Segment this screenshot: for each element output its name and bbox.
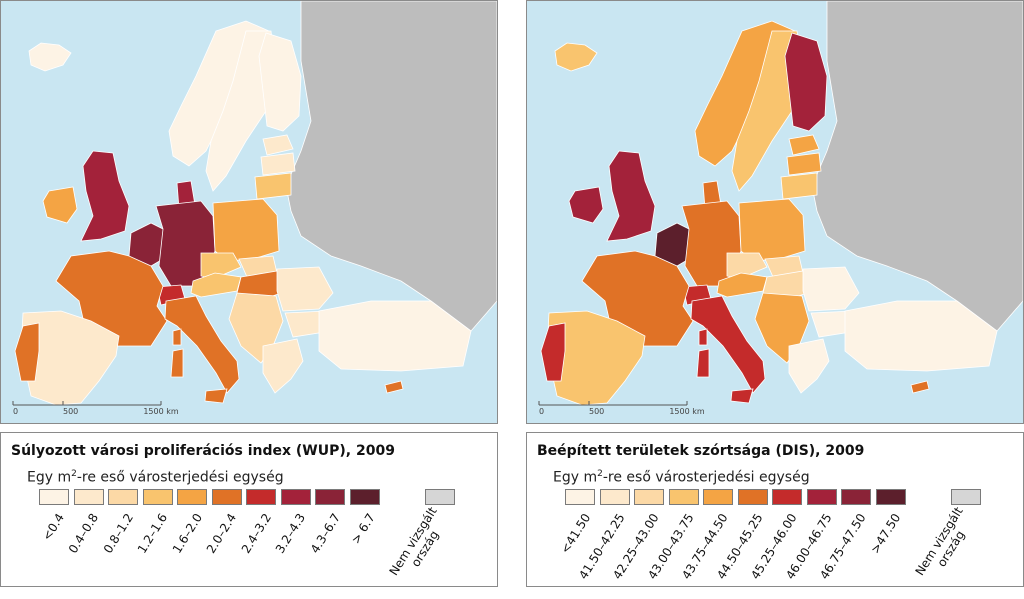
legend-class-label: > 6.7 <box>348 511 378 547</box>
legend-class-label: 2.0–2.4 <box>204 511 240 556</box>
legend-swatch <box>806 489 837 505</box>
region-cyprus <box>384 380 404 394</box>
region-poland <box>738 198 806 262</box>
scale-bar: 0 500 1500 km <box>538 401 705 416</box>
legend-subtitle: Egy m2-re eső városterjedési egység <box>553 469 810 486</box>
region-sicily <box>204 388 228 404</box>
legend-class-label: <41.50 <box>557 511 593 557</box>
region-uk <box>80 150 130 242</box>
scale-label: 0 <box>13 407 18 416</box>
scale-label: 500 <box>63 407 78 416</box>
region-russia <box>285 1 497 332</box>
region-greece <box>788 338 830 394</box>
map-wup-svg: 0 500 1500 km <box>1 1 497 423</box>
legend-class-label: <0.4 <box>39 511 67 544</box>
legend-class-label: >47.50 <box>867 511 904 557</box>
region-france <box>55 250 168 347</box>
legend-wup: Súlyozott városi proliferációs index (WU… <box>0 432 498 587</box>
legend-class-label: 4.3–6.7 <box>307 511 343 556</box>
legend-swatch <box>108 489 138 505</box>
legend-class-label: 3.2–4.3 <box>273 511 309 556</box>
legend-swatch <box>703 489 733 505</box>
region-latvia <box>260 152 296 176</box>
legend-swatch <box>177 489 207 505</box>
scale-label: 500 <box>589 407 604 416</box>
scale-label: 1500 km <box>669 407 705 416</box>
legend-title: Súlyozott városi proliferációs index (WU… <box>11 443 395 459</box>
region-uk <box>606 150 656 242</box>
legend-swatch <box>73 489 104 505</box>
scale-label: 0 <box>539 407 544 416</box>
legend-swatch <box>875 489 906 505</box>
region-romania <box>802 266 860 312</box>
region-turkey <box>318 300 472 372</box>
region-czech <box>200 252 242 280</box>
legend-swatch <box>349 489 380 505</box>
region-portugal <box>540 322 566 382</box>
legend-swatch <box>39 489 69 505</box>
legend-swatch <box>280 489 311 505</box>
legend-swatch <box>565 489 595 505</box>
legend-class-label: 2.4–3.2 <box>238 511 274 556</box>
map-wup: 0 500 1500 km <box>0 0 498 424</box>
legend-swatch-not-examined <box>425 489 455 505</box>
region-latvia <box>786 152 822 176</box>
legend-title: Beépített területek szórtsága (DIS), 200… <box>537 443 865 459</box>
region-ireland <box>568 186 604 224</box>
legend-swatch <box>668 489 699 505</box>
legend-class-label: 1.6–2.0 <box>169 511 205 556</box>
region-czech <box>726 252 768 280</box>
region-poland <box>212 198 280 262</box>
legend-subtitle: Egy m2-re eső városterjedési egység <box>27 469 284 486</box>
region-finland <box>258 32 302 132</box>
legend-swatch <box>841 489 871 505</box>
region-corsica <box>698 328 708 346</box>
legend-swatch-not-examined <box>951 489 981 505</box>
region-cyprus <box>910 380 930 394</box>
legend-swatch <box>634 489 664 505</box>
region-finland <box>784 32 828 132</box>
region-austria <box>716 272 768 298</box>
legend-class-label: 0.8–1.2 <box>100 511 136 556</box>
map-dis-svg: 0 500 1500 km <box>527 1 1023 423</box>
legend-swatch <box>246 489 276 505</box>
scale-label: 1500 km <box>143 407 179 416</box>
region-italy <box>690 295 766 394</box>
legend-class-label: 1.2–1.6 <box>135 511 171 556</box>
region-romania <box>276 266 334 312</box>
legend-dis: Beépített területek szórtsága (DIS), 200… <box>526 432 1024 587</box>
region-iceland <box>28 42 72 72</box>
legend-swatch <box>315 489 345 505</box>
region-greece <box>262 338 304 394</box>
legend-not-examined-label: Nem vizsgált ország <box>381 495 458 595</box>
region-lithuania <box>254 172 292 200</box>
region-iceland <box>554 42 598 72</box>
region-lithuania <box>780 172 818 200</box>
panel-dis: 0 500 1500 km Beépített területek szórtság… <box>526 0 1024 599</box>
region-sardinia <box>696 348 710 378</box>
region-ireland <box>42 186 78 224</box>
legend-swatch <box>737 489 768 505</box>
legend-not-examined-label: Nem vizsgált ország <box>907 495 984 595</box>
region-france <box>581 250 694 347</box>
legend-class-label: 0.4–0.8 <box>66 511 102 556</box>
region-austria <box>190 272 242 298</box>
panel-wup: 0 500 1500 km Súlyozott városi proliferáci… <box>0 0 498 599</box>
region-estonia <box>262 134 294 156</box>
legend-swatch <box>211 489 242 505</box>
legend-swatch <box>599 489 630 505</box>
map-dis: 0 500 1500 km <box>526 0 1024 424</box>
region-portugal <box>14 322 40 382</box>
legend-swatch <box>772 489 802 505</box>
region-corsica <box>172 328 182 346</box>
region-sicily <box>730 388 754 404</box>
region-sardinia <box>170 348 184 378</box>
region-russia <box>811 1 1023 332</box>
legend-swatch <box>142 489 173 505</box>
region-estonia <box>788 134 820 156</box>
scale-bar: 0 500 1500 km <box>12 401 179 416</box>
region-turkey <box>844 300 998 372</box>
region-italy <box>164 295 240 394</box>
